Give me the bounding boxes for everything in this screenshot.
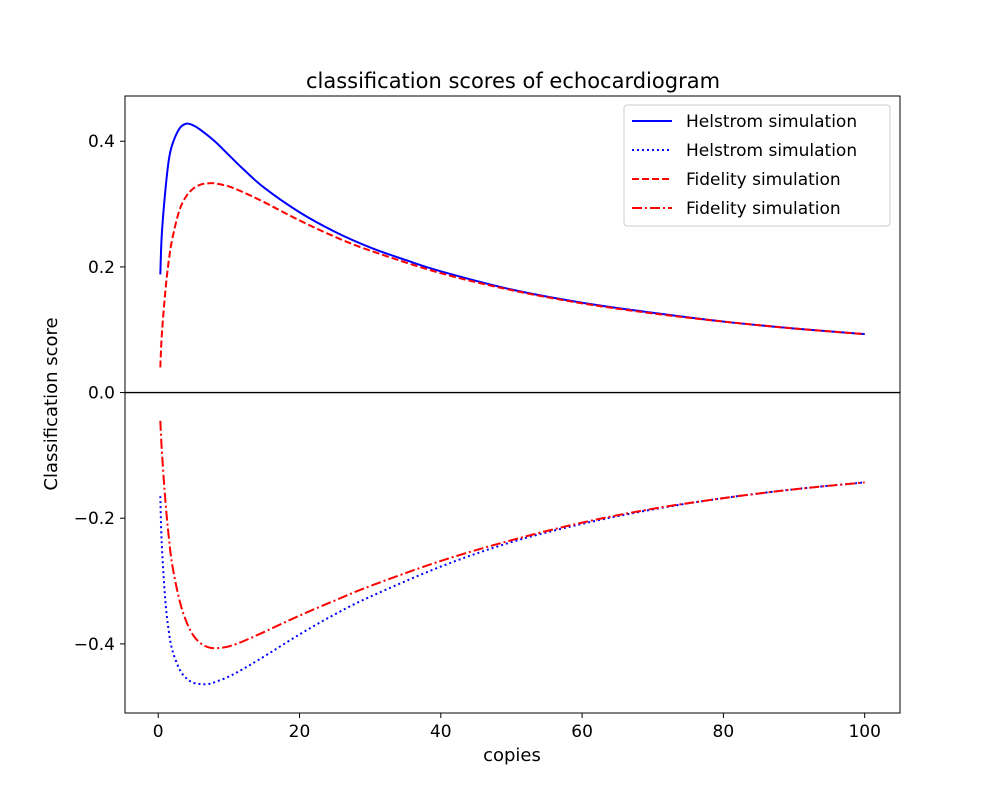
chart-title: classification scores of echocardiogram	[306, 69, 720, 93]
legend: Helstrom simulation Helstrom simulation Fi…	[623, 104, 891, 227]
y-axis-ticks: 0.4 0.2 0.0 −0.2 −0.4	[74, 132, 125, 655]
legend-label-1: Helstrom simulation	[686, 112, 857, 132]
x-tick-label: 0	[153, 722, 164, 742]
series-line-3	[159, 182, 865, 368]
x-tick-label: 60	[571, 722, 593, 742]
y-tick-label: 0.4	[88, 132, 115, 152]
series-line-4	[159, 420, 865, 650]
plot-frame	[124, 95, 901, 714]
x-tick-label: 80	[713, 722, 735, 742]
y-tick-label: −0.2	[74, 509, 115, 529]
x-axis-ticks: 0 20 40 60 80 100	[153, 713, 881, 742]
y-axis-label: Classification score	[41, 317, 62, 490]
legend-label-2: Helstrom simulation	[686, 141, 857, 161]
series-layer	[159, 122, 865, 686]
x-tick-label: 100	[848, 722, 880, 742]
legend-frame	[623, 104, 891, 227]
legend-label-4: Fidelity simulation	[686, 199, 841, 219]
plot-area: 0 20 40 60 80 100 0.4 0.2 0.0 −0.2 −0.4	[74, 95, 901, 742]
x-axis-label: copies	[483, 745, 541, 766]
legend-label-3: Fidelity simulation	[686, 170, 841, 190]
legend-items: Helstrom simulation Helstrom simulation Fi…	[632, 112, 857, 219]
y-tick-label: 0.0	[88, 384, 115, 404]
x-tick-label: 40	[430, 722, 452, 742]
y-tick-label: 0.2	[88, 258, 115, 278]
x-tick-label: 20	[289, 722, 311, 742]
y-tick-label: −0.4	[74, 635, 115, 655]
